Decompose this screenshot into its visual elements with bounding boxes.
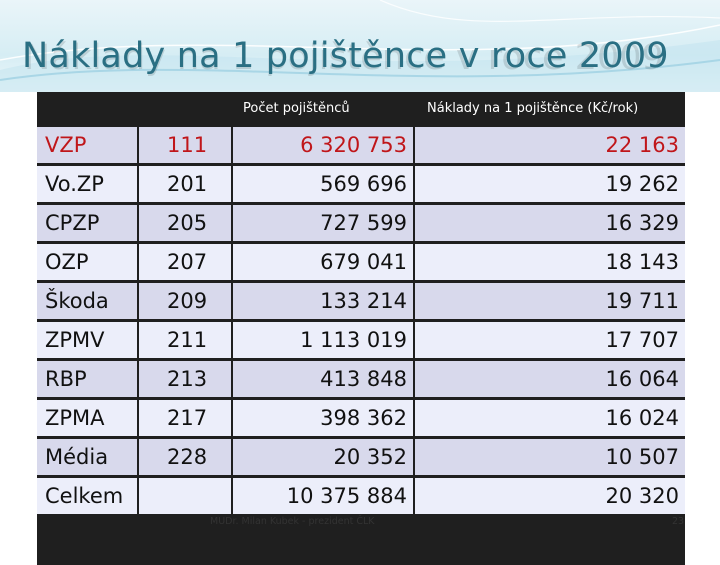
table-row: ZPMV 211 1 113 019 17 707 [37,322,685,358]
cell-cost-per-insured: 19 262 [415,166,685,202]
header-insured-count: Počet pojištěnců [243,101,350,116]
cell-insurer-code [139,478,231,514]
cell-insured-count: 679 041 [233,244,413,280]
page-title: Náklady na 1 pojištěnce v roce 2009 [22,36,669,76]
title-banner [0,0,720,92]
cell-insurer-code: 217 [139,400,231,436]
cell-insurer-code: 111 [139,127,231,163]
cell-cost-per-insured: 10 507 [415,439,685,475]
table-row: VZP 111 6 320 753 22 163 [37,127,685,163]
cell-insured-count: 413 848 [233,361,413,397]
cell-insurer-name: Vo.ZP [37,166,137,202]
table-row: CPZP 205 727 599 16 329 [37,205,685,241]
table-row: Škoda 209 133 214 19 711 [37,283,685,319]
cell-cost-per-insured: 16 064 [415,361,685,397]
cell-insurer-name: Škoda [37,283,137,319]
cell-insurer-name: RBP [37,361,137,397]
cell-insurer-code: 201 [139,166,231,202]
cell-insurer-name: Média [37,439,137,475]
cell-insurer-name: Celkem [37,478,137,514]
cell-insurer-name: CPZP [37,205,137,241]
cell-insurer-code: 207 [139,244,231,280]
cell-insurer-code: 213 [139,361,231,397]
table-row: Vo.ZP 201 569 696 19 262 [37,166,685,202]
cell-insurer-code: 209 [139,283,231,319]
cell-insurer-code: 228 [139,439,231,475]
cell-insured-count: 569 696 [233,166,413,202]
cell-insured-count: 20 352 [233,439,413,475]
cell-cost-per-insured: 19 711 [415,283,685,319]
cell-cost-per-insured: 16 024 [415,400,685,436]
cell-insured-count: 398 362 [233,400,413,436]
cell-insurer-code: 205 [139,205,231,241]
cell-cost-per-insured: 18 143 [415,244,685,280]
table-header: Počet pojištěnců Náklady na 1 pojištěnce… [37,92,685,125]
cell-insured-count: 133 214 [233,283,413,319]
table-row: Média 228 20 352 10 507 [37,439,685,475]
table-row: RBP 213 413 848 16 064 [37,361,685,397]
cell-insured-count: 1 113 019 [233,322,413,358]
cell-insured-count: 10 375 884 [233,478,413,514]
cell-insurer-code: 211 [139,322,231,358]
cell-insured-count: 6 320 753 [233,127,413,163]
cell-insurer-name: ZPMV [37,322,137,358]
page-title-shadow: Náklady na 1 pojištěnce v roce 2009 [24,38,664,78]
footer-author: MUDr. Milan Kubek - prezident ČLK [210,516,375,527]
cell-insurer-name: VZP [37,127,137,163]
cell-cost-per-insured: 16 329 [415,205,685,241]
cell-cost-per-insured: 17 707 [415,322,685,358]
cell-insurer-name: OZP [37,244,137,280]
table-row: Celkem 10 375 884 20 320 [37,478,685,514]
cell-cost-per-insured: 22 163 [415,127,685,163]
table-row: ZPMA 217 398 362 16 024 [37,400,685,436]
page-number: 23 [672,516,685,527]
cell-insured-count: 727 599 [233,205,413,241]
header-cost-per-insured: Náklady na 1 pojištěnce (Kč/rok) [427,101,639,116]
cell-insurer-name: ZPMA [37,400,137,436]
cell-cost-per-insured: 20 320 [415,478,685,514]
decorative-waves [0,0,720,92]
table-row: OZP 207 679 041 18 143 [37,244,685,280]
